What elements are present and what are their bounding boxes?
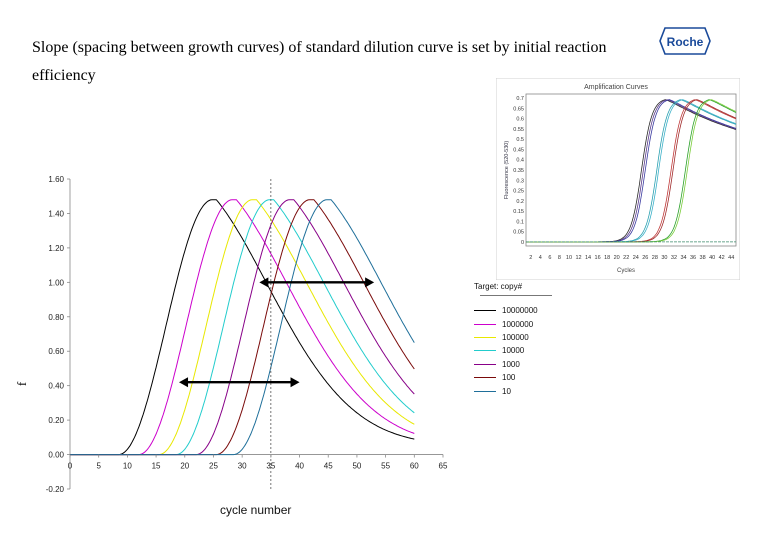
x-tick-label: 65 — [439, 462, 448, 471]
inset-x-tick: 16 — [595, 255, 601, 261]
legend-label: 100000 — [502, 332, 529, 342]
legend-label: 100 — [502, 373, 516, 383]
inset-title: Amplification Curves — [584, 84, 648, 91]
legend-swatch — [474, 390, 496, 392]
legend-title: Target: copy# — [474, 282, 523, 291]
legend-entry: 10000 — [474, 344, 552, 357]
x-tick-label: 55 — [381, 462, 390, 471]
arrow-head-right — [365, 277, 375, 288]
inset-y-tick: 0 — [521, 240, 524, 246]
inset-x-tick: 4 — [539, 255, 542, 261]
y-tick-label: 0.20 — [48, 416, 64, 425]
inset-x-tick: 28 — [652, 255, 658, 261]
x-axis-label: cycle number — [220, 503, 292, 517]
inset-x-tick: 6 — [548, 255, 551, 261]
y-tick-label: 1.00 — [48, 278, 64, 287]
inset-x-tick: 38 — [700, 255, 706, 261]
inset-x-tick: 2 — [529, 255, 532, 261]
y-tick-label: 1.20 — [48, 244, 64, 253]
inset-x-tick: 26 — [642, 255, 648, 261]
inset-y-tick: 0.3 — [516, 178, 524, 184]
x-tick-label: 30 — [238, 462, 247, 471]
x-tick-label: 40 — [295, 462, 304, 471]
inset-x-tick: 42 — [719, 255, 725, 261]
legend-swatch — [474, 323, 496, 325]
y-tick-label: 1.60 — [48, 175, 64, 184]
logo-text: Roche — [667, 35, 704, 49]
arrow-head-left — [179, 377, 189, 388]
inset-x-tick: 20 — [614, 255, 620, 261]
legend-swatch — [474, 310, 496, 312]
x-tick-label: 20 — [180, 462, 189, 471]
legend-swatch — [474, 377, 496, 379]
inset-y-tick: 0.6 — [516, 117, 524, 123]
inset-x-tick: 36 — [690, 255, 696, 261]
inset-y-tick: 0.45 — [513, 147, 524, 153]
x-tick-label: 0 — [68, 462, 73, 471]
x-tick-label: 10 — [123, 462, 132, 471]
y-axis-label: f — [14, 381, 30, 387]
inset-y-tick: 0.35 — [513, 168, 524, 174]
legend-entry: 100000 — [474, 331, 552, 344]
legend-swatch — [474, 336, 496, 338]
x-tick-label: 5 — [96, 462, 101, 471]
inset-y-tick: 0.55 — [513, 127, 524, 133]
inset-x-tick: 14 — [585, 255, 591, 261]
inset-y-tick: 0.7 — [516, 96, 524, 102]
legend-entry: 10 — [474, 384, 552, 397]
x-tick-label: 45 — [324, 462, 333, 471]
legend: Target: copy# 10000000 1000000 100000 10000… — [474, 282, 552, 398]
y-tick-label: 0.00 — [48, 451, 64, 460]
inset-y-label: Fluorescence (520-530) — [504, 141, 510, 200]
inset-x-tick: 44 — [728, 255, 734, 261]
inset-x-tick: 32 — [671, 255, 677, 261]
legend-entry: 100 — [474, 371, 552, 384]
inset-x-tick: 22 — [623, 255, 629, 261]
series-line-10000000 — [70, 199, 415, 456]
amplification-inset-chart: Amplification Curves Fluorescence (520-5… — [496, 78, 740, 280]
inset-y-tick: 0.05 — [513, 230, 524, 236]
inset-y-tick: 0.1 — [516, 219, 524, 225]
slide-title: Slope (spacing between growth curves) of… — [32, 39, 607, 84]
x-tick-label: 35 — [266, 462, 275, 471]
y-tick-label: 0.80 — [48, 313, 64, 322]
x-tick-label: 15 — [152, 462, 161, 471]
inset-x-tick: 8 — [558, 255, 561, 261]
legend-label: 10 — [502, 386, 511, 396]
inset-x-tick: 10 — [566, 255, 572, 261]
arrow-head-right — [290, 377, 300, 388]
y-tick-label: 0.40 — [48, 382, 64, 391]
legend-label: 1000 — [502, 359, 520, 369]
legend-label: 1000000 — [502, 319, 534, 329]
inset-y-tick: 0.65 — [513, 106, 524, 112]
inset-x-label: Cycles — [617, 268, 635, 274]
legend-label: 10000 — [502, 346, 525, 356]
legend-swatch — [474, 350, 496, 352]
inset-y-tick: 0.5 — [516, 137, 524, 143]
inset-x-tick: 40 — [709, 255, 715, 261]
inset-x-tick: 34 — [680, 255, 686, 261]
roche-logo: Roche — [659, 27, 711, 55]
inset-x-tick: 18 — [604, 255, 610, 261]
legend-entry: 10000000 — [474, 304, 552, 317]
inset-x-tick: 12 — [575, 255, 581, 261]
x-tick-label: 60 — [410, 462, 419, 471]
arrow-head-left — [259, 277, 269, 288]
y-tick-label: -0.20 — [46, 485, 65, 494]
legend-entry: 1000000 — [474, 317, 552, 330]
inset-x-tick: 24 — [633, 255, 639, 261]
x-tick-label: 25 — [209, 462, 218, 471]
y-tick-label: 1.40 — [48, 209, 64, 218]
inset-y-tick: 0.2 — [516, 199, 524, 205]
legend-label: 10000000 — [502, 306, 538, 316]
inset-y-tick: 0.25 — [513, 189, 524, 195]
y-tick-label: 0.60 — [48, 347, 64, 356]
inset-x-tick: 30 — [661, 255, 667, 261]
legend-entry: 1000 — [474, 358, 552, 371]
x-tick-label: 50 — [352, 462, 361, 471]
legend-swatch — [474, 363, 496, 365]
inset-y-tick: 0.15 — [513, 209, 524, 215]
inset-y-tick: 0.4 — [516, 158, 524, 164]
